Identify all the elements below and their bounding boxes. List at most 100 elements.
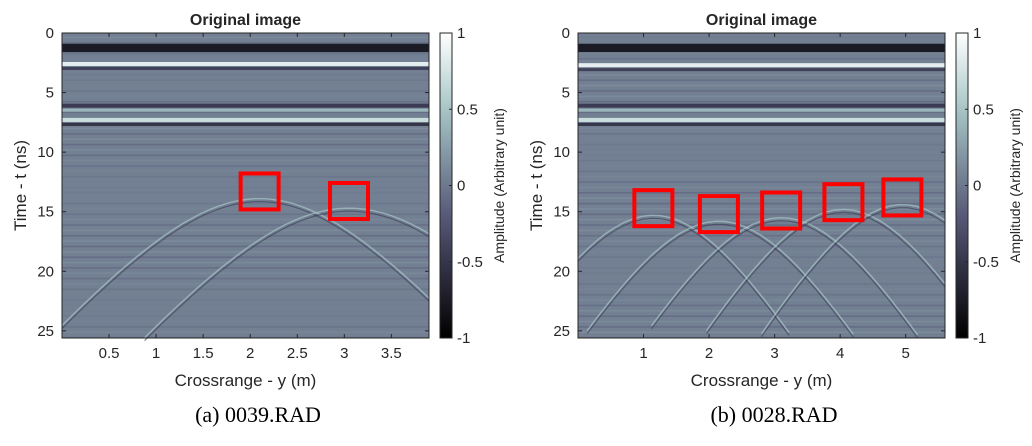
clutter-band (578, 310, 945, 312)
clutter-band (62, 111, 429, 114)
clutter-band (578, 84, 945, 87)
clutter-band (578, 267, 945, 269)
hyperbola-shadow (586, 223, 854, 338)
y-axis-label: Time - t (ns) (11, 140, 30, 231)
clutter-band (578, 111, 945, 114)
clutter-band (578, 304, 945, 307)
clutter-band (578, 79, 945, 82)
clutter-band (62, 224, 429, 226)
y-tick-label: 15 (553, 204, 570, 221)
clutter-band (578, 320, 945, 323)
target-box-5 (881, 177, 924, 218)
y-tick-label: 10 (37, 144, 54, 161)
x-axis: 0.5 1 1.5 2 2.5 3 3.5 Crossrange - y (m) (99, 33, 402, 390)
clutter-band (62, 197, 429, 200)
y-tick-label: 5 (46, 85, 54, 102)
diffraction-hyperbolas (61, 197, 430, 342)
clutter-band (62, 261, 429, 264)
x-tick-label: 1.5 (193, 345, 214, 362)
clutter-band (62, 41, 429, 44)
clutter-band (62, 159, 429, 162)
reflection-bands (578, 43, 945, 126)
y-tick-label: 20 (37, 263, 54, 280)
clutter-band (578, 143, 945, 146)
colorbar-label: Amplitude (Arbitrary unit) (1007, 108, 1023, 263)
clutter-band (578, 240, 945, 242)
colorbar-tick-label: -0.5 (973, 254, 999, 271)
clutter-band (62, 304, 429, 307)
reflection-bands (62, 43, 429, 126)
y-tick-label: 20 (553, 263, 570, 280)
clutter-band (578, 299, 945, 301)
plot-background (578, 33, 945, 338)
hyperbola (586, 220, 854, 335)
clutter-band (62, 229, 429, 232)
colorbar-tick-label: 1 (973, 25, 981, 42)
clutter-band (62, 186, 429, 189)
plot-background (62, 33, 429, 338)
x-axis-label: Crossrange - y (m) (175, 371, 317, 390)
hyperbola-shadow (650, 220, 918, 339)
colorbar-tick-label: 0.5 (973, 101, 994, 118)
surface-reflection (578, 63, 945, 68)
clutter-band (62, 58, 429, 60)
target-box-2 (697, 194, 740, 235)
axes-frame (61, 32, 430, 339)
layer-reflection-dark (62, 103, 429, 108)
clutter-band (62, 181, 429, 183)
caption-b: (b) 0028.RAD (710, 402, 838, 427)
y-axis: 0 5 10 15 20 25 Time - t (ns) (527, 25, 945, 340)
surface-reflection-dark (62, 66, 429, 70)
clutter-band (62, 213, 429, 216)
clutter-band (62, 192, 429, 194)
colorbar-tick-label: 0.5 (457, 101, 478, 118)
target-box-3 (760, 190, 803, 231)
colorbar-tick-label: 1 (457, 25, 465, 42)
x-tick-label: 1 (639, 345, 647, 362)
hyperbola (650, 216, 919, 336)
caption-a: (a) 0039.RAD (195, 402, 321, 427)
clutter-band (578, 165, 945, 167)
x-axis: 1 2 3 4 5 Crossrange - y (m) (639, 33, 910, 390)
clutter-band (578, 170, 945, 173)
clutter-band (62, 143, 429, 146)
clutter-band (578, 175, 945, 178)
clutter-band (62, 95, 429, 98)
clutter-band (62, 116, 429, 119)
radargram-chart-a: Original image 0.5 1 1.5 2 2.5 3 3.5 Crossrange … (11, 12, 507, 390)
clutter-band (62, 293, 429, 296)
clutter-band (62, 79, 429, 82)
clutter-band (62, 170, 429, 173)
clutter-band (62, 74, 429, 76)
clutter-band (578, 41, 945, 44)
clutter-band (578, 58, 945, 60)
clutter-band (62, 310, 429, 312)
colorbar-tick-label: -1 (457, 330, 470, 347)
x-tick-label: 3 (770, 345, 778, 362)
clutter-band (62, 272, 429, 275)
clutter-band (62, 331, 429, 334)
clutter-band (578, 127, 945, 130)
clutter-band (62, 315, 429, 317)
colorbar-tick-label: 0 (457, 178, 465, 195)
chart-title: Original image (190, 12, 301, 29)
x-tick-label: 3 (340, 345, 348, 362)
y-axis-label: Time - t (ns) (527, 140, 546, 231)
chart-title: Original image (706, 12, 817, 29)
clutter-band (62, 138, 429, 141)
hyperbola-shadow (61, 201, 430, 329)
clutter-band (62, 165, 429, 167)
clutter-band (578, 159, 945, 162)
hyperbola-shadow (577, 217, 790, 336)
clutter-band (578, 277, 945, 280)
clutter-band (578, 186, 945, 189)
x-tick-label: 4 (836, 345, 844, 362)
clutter-band (578, 326, 945, 328)
clutter-band (62, 133, 429, 135)
clutter-band (62, 245, 429, 248)
hyperbola (61, 197, 430, 326)
clutter-band (578, 283, 945, 285)
hyperbola (577, 214, 790, 333)
target-box-1 (632, 188, 675, 229)
y-tick-label: 5 (562, 85, 570, 102)
